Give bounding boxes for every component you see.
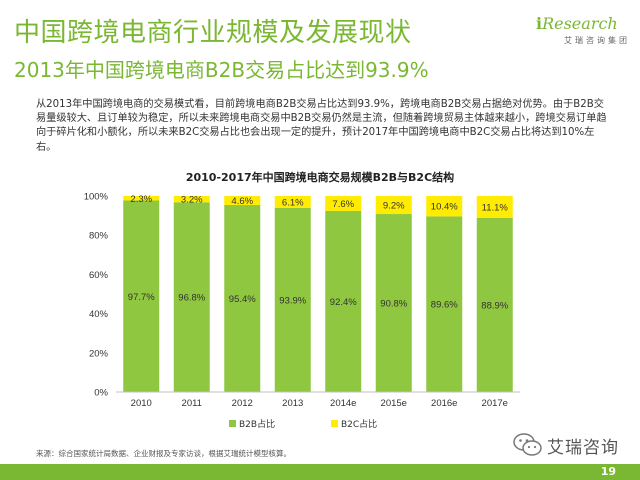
source-note: 来源：综合国家统计局数据、企业财报及专家访谈，根据艾瑞统计模型核算。 xyxy=(36,449,291,458)
data-label-b2b: 90.8% xyxy=(380,299,407,310)
bar-b2b-2012 xyxy=(224,205,261,392)
data-label-b2b: 88.9% xyxy=(481,300,508,311)
bar-b2c-2011 xyxy=(173,196,210,203)
x-tick-label: 2010 xyxy=(131,398,152,409)
bar-b2b-2011 xyxy=(173,202,210,392)
description-text: 从2013年中国跨境电商的交易模式看，目前跨境电商B2B交易占比达到93.9%，… xyxy=(36,99,607,153)
x-tick-label: 2014e xyxy=(330,398,356,409)
bar-b2c-2010 xyxy=(123,196,160,201)
wechat-label: 艾瑞咨询 xyxy=(547,437,619,458)
legend-swatch-b2c xyxy=(331,420,338,427)
bar-b2c-2014e xyxy=(325,196,362,211)
iresearch-logo: iResearch 艾瑞咨询集团 xyxy=(536,14,632,54)
legend-label-b2c: B2C占比 xyxy=(341,420,378,430)
bar-b2c-2015e xyxy=(375,196,412,215)
footer-bar: 19 xyxy=(0,464,640,480)
legend-item-b2c: B2C占比 xyxy=(331,417,377,430)
data-label-b2c: 2.3% xyxy=(130,194,152,205)
data-label-b2b: 93.9% xyxy=(279,295,306,306)
page-subtitle: 2013年中国跨境电商B2B交易占比达到93.9% xyxy=(14,58,429,82)
data-label-b2b: 95.4% xyxy=(229,294,256,305)
x-tick-label: 2013 xyxy=(282,398,303,409)
bar-b2b-2015e xyxy=(375,214,412,392)
y-tick-label: 80% xyxy=(89,231,109,242)
data-label-b2c: 11.1% xyxy=(482,202,509,213)
data-label-b2c: 10.4% xyxy=(431,202,458,213)
data-label-b2c: 3.2% xyxy=(181,195,203,206)
y-tick-label: 100% xyxy=(84,192,109,203)
data-label-b2b: 97.7% xyxy=(128,292,155,303)
bar-b2b-2014e xyxy=(325,210,362,392)
bar-b2b-2013 xyxy=(274,207,311,392)
logo-wordmark: iResearch xyxy=(536,14,618,33)
x-tick-label: 2012 xyxy=(232,398,253,409)
data-label-b2b: 89.6% xyxy=(431,300,458,311)
data-label-b2c: 6.1% xyxy=(282,197,304,208)
y-tick-label: 60% xyxy=(89,270,109,281)
y-tick-label: 0% xyxy=(94,388,108,399)
bar-b2c-2017e xyxy=(476,196,513,218)
y-tick-label: 40% xyxy=(89,309,109,320)
chart-title: 2010-2017年中国跨境电商交易规模B2B与B2C结构 xyxy=(185,171,455,184)
bar-b2c-2013 xyxy=(274,196,311,208)
y-tick-label: 20% xyxy=(89,348,109,359)
data-label-b2b: 92.4% xyxy=(330,297,357,308)
page-title: 中国跨境电商行业规模及发展现状 xyxy=(14,18,412,48)
bar-b2c-2016e xyxy=(426,196,463,217)
logo-subtitle: 艾瑞咨询集团 xyxy=(564,36,630,45)
x-tick-label: 2016e xyxy=(431,398,457,409)
data-label-b2c: 9.2% xyxy=(383,201,405,212)
x-tick-label: 2011 xyxy=(182,398,202,409)
x-tick-label: 2017e xyxy=(482,398,508,409)
data-label-b2c: 4.6% xyxy=(231,196,253,207)
data-label-b2b: 96.8% xyxy=(178,293,205,304)
logo-prefix: i xyxy=(536,14,543,33)
wechat-icon xyxy=(513,433,542,456)
legend-swatch-b2b xyxy=(229,420,236,427)
bar-b2c-2012 xyxy=(224,196,261,206)
bar-b2b-2016e xyxy=(426,216,463,392)
page-number: 19 xyxy=(600,465,616,478)
bar-b2b-2017e xyxy=(476,217,513,392)
bar-b2b-2010 xyxy=(123,200,160,392)
data-label-b2c: 7.6% xyxy=(332,199,354,210)
logo-name: Research xyxy=(542,14,618,33)
wechat-badge: 艾瑞咨询 xyxy=(513,432,619,458)
x-tick-label: 2015e xyxy=(381,398,407,409)
legend-item-b2b: B2B占比 xyxy=(229,417,275,430)
legend-label-b2b: B2B占比 xyxy=(239,420,276,430)
